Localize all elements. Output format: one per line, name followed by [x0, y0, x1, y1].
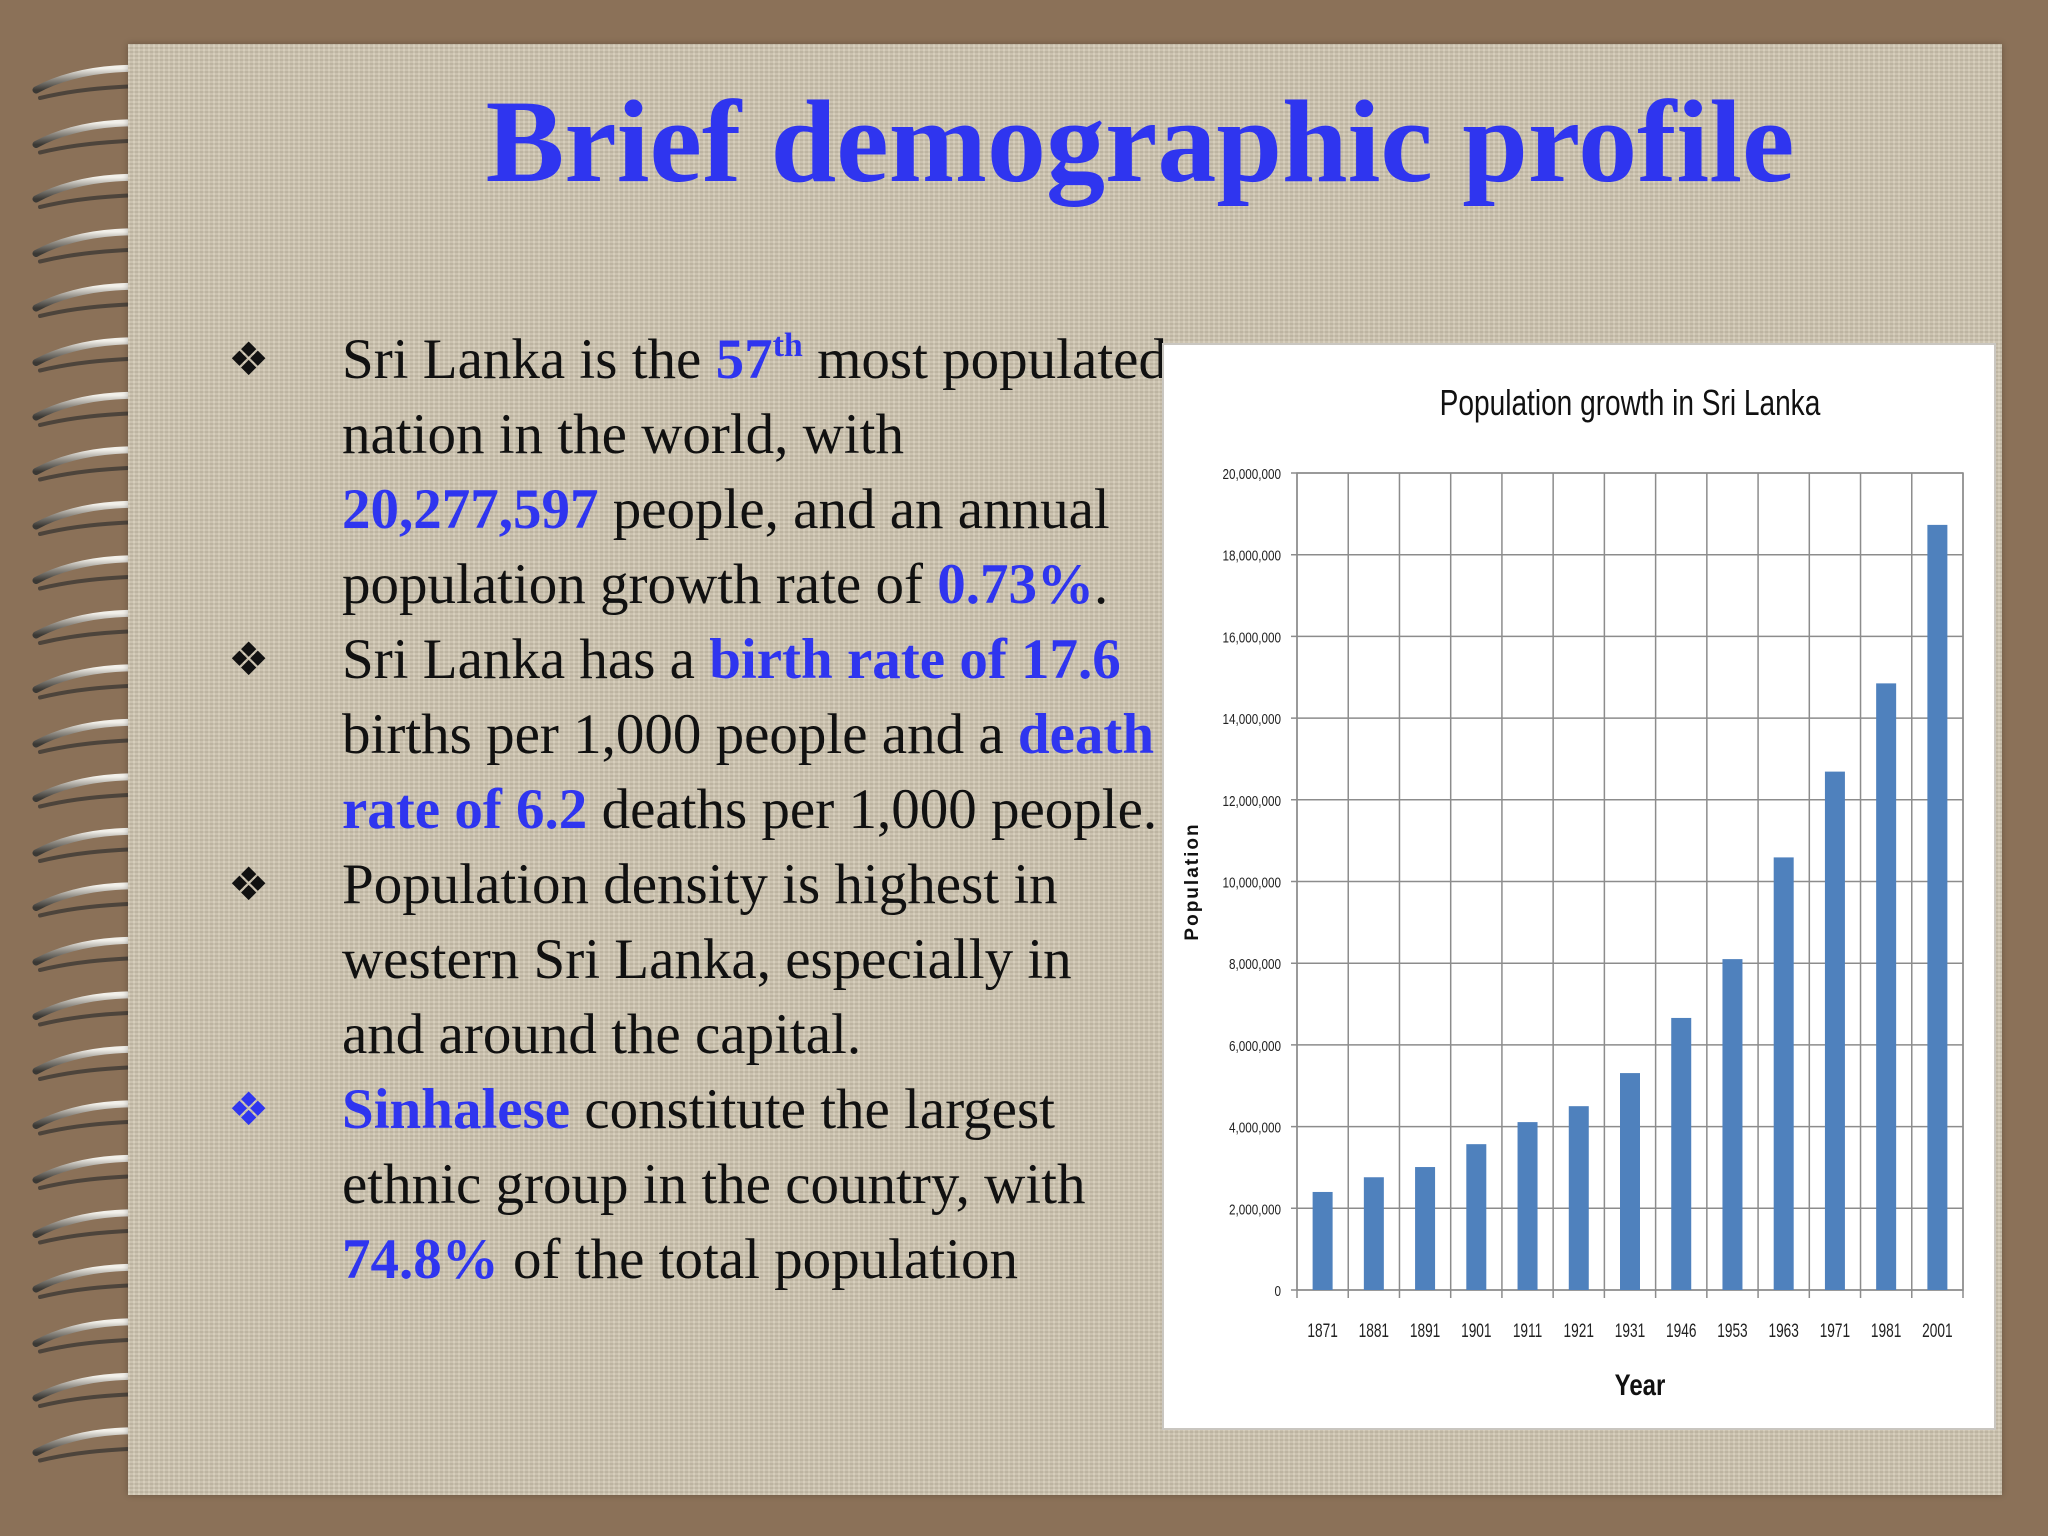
highlighted-text: 20,277,597	[342, 478, 599, 541]
x-tick-label: 1881	[1359, 1320, 1389, 1342]
bullet-text: of the total population	[498, 1228, 1018, 1291]
bullet-text: deaths per 1,000 people.	[587, 778, 1158, 841]
y-tick-label: 2,000,000	[1229, 1201, 1281, 1218]
bullet-item: ❖ Sri Lanka has a birth rate of 17.6 birt…	[228, 622, 1168, 847]
chart-title: Population growth in Sri Lanka	[1440, 383, 1821, 423]
bar	[1927, 524, 1948, 1290]
bar	[1671, 1017, 1692, 1290]
y-tick-label: 14,000,000	[1222, 711, 1281, 728]
bar	[1876, 683, 1897, 1290]
x-tick-label: 1901	[1461, 1320, 1491, 1342]
y-tick-label: 10,000,000	[1222, 874, 1281, 891]
y-tick-label: 18,000,000	[1222, 547, 1281, 564]
x-tick-label: 1953	[1717, 1320, 1747, 1342]
bullet-text: people, and an annual population growth …	[342, 478, 1110, 616]
bullet-diamond-icon: ❖	[228, 332, 270, 386]
x-axis-label: Year	[1615, 1367, 1666, 1401]
bar	[1415, 1167, 1436, 1290]
highlighted-text: 0.73%	[937, 553, 1094, 616]
highlighted-text: th	[772, 327, 803, 364]
x-tick-label: 1911	[1513, 1320, 1542, 1342]
y-tick-label: 0	[1274, 1283, 1281, 1300]
y-tick-label: 20,000,000	[1222, 466, 1281, 483]
bar	[1363, 1177, 1384, 1290]
bullet-text: .	[1093, 553, 1109, 616]
bar	[1620, 1073, 1640, 1290]
page-title: Brief demographic profile	[485, 76, 1795, 207]
y-tick-label: 6,000,000	[1229, 1038, 1281, 1055]
bullet-diamond-icon: ❖	[228, 857, 270, 911]
chart-svg: 0 2,000,000 4,000,000 6,000,000 8,000,000 10,…	[1182, 383, 1964, 1402]
highlighted-text: 57	[715, 328, 773, 391]
bar	[1824, 771, 1845, 1290]
x-tick-label: 1971	[1820, 1320, 1850, 1342]
bar	[1773, 857, 1794, 1290]
x-tick-label: 1921	[1564, 1320, 1594, 1342]
bullet-diamond-icon: ❖	[228, 632, 270, 686]
y-tick-label: 4,000,000	[1229, 1119, 1281, 1136]
bullet-diamond-icon: ❖	[228, 1082, 270, 1136]
bullet-text: Population density is highest in western…	[342, 853, 1072, 1066]
highlighted-text: death rate of 6.2	[342, 703, 1155, 841]
y-tick-label: 12,000,000	[1222, 792, 1281, 809]
bullet-list: ❖ Sri Lanka is the 57th most populated na…	[228, 322, 1168, 1297]
bullet-item: ❖ Sri Lanka is the 57th most populated na…	[228, 322, 1168, 622]
x-tick-label: 1871	[1307, 1320, 1337, 1342]
bar	[1568, 1106, 1589, 1290]
bullet-text: Sri Lanka is the	[342, 328, 716, 391]
bar	[1722, 959, 1743, 1290]
bullet-text: Sri Lanka has a	[342, 628, 710, 691]
x-tick-label: 1946	[1666, 1320, 1696, 1342]
y-axis-label: Population	[1182, 822, 1203, 940]
bar	[1517, 1122, 1538, 1290]
x-tick-label: 1931	[1615, 1320, 1645, 1342]
bullet-item: ❖ Sinhalese constitute the largest ethnic…	[228, 1072, 1168, 1297]
bullet-text: constitute the largest ethnic group in t…	[342, 1078, 1086, 1216]
bullet-text: births per 1,000 people and a	[342, 703, 1018, 766]
x-tick-label: 1981	[1871, 1320, 1901, 1342]
x-tick-label: 2001	[1922, 1320, 1952, 1342]
highlighted-text: 74.8%	[342, 1228, 499, 1291]
highlighted-text: Sinhalese	[342, 1078, 571, 1141]
y-tick-label: 16,000,000	[1222, 629, 1281, 646]
y-tick-label: 8,000,000	[1229, 956, 1281, 973]
population-chart: 0 2,000,000 4,000,000 6,000,000 8,000,000 10,…	[1162, 343, 1996, 1430]
x-tick-label: 1891	[1410, 1320, 1440, 1342]
bar	[1466, 1144, 1487, 1290]
x-tick-label: 1963	[1768, 1320, 1798, 1342]
bar	[1312, 1191, 1333, 1290]
bullet-item: ❖ Population density is highest in wester…	[228, 847, 1168, 1072]
bullet-text: most populated nation in the world, with	[342, 328, 1167, 466]
highlighted-text: birth rate of 17.6	[709, 628, 1121, 691]
